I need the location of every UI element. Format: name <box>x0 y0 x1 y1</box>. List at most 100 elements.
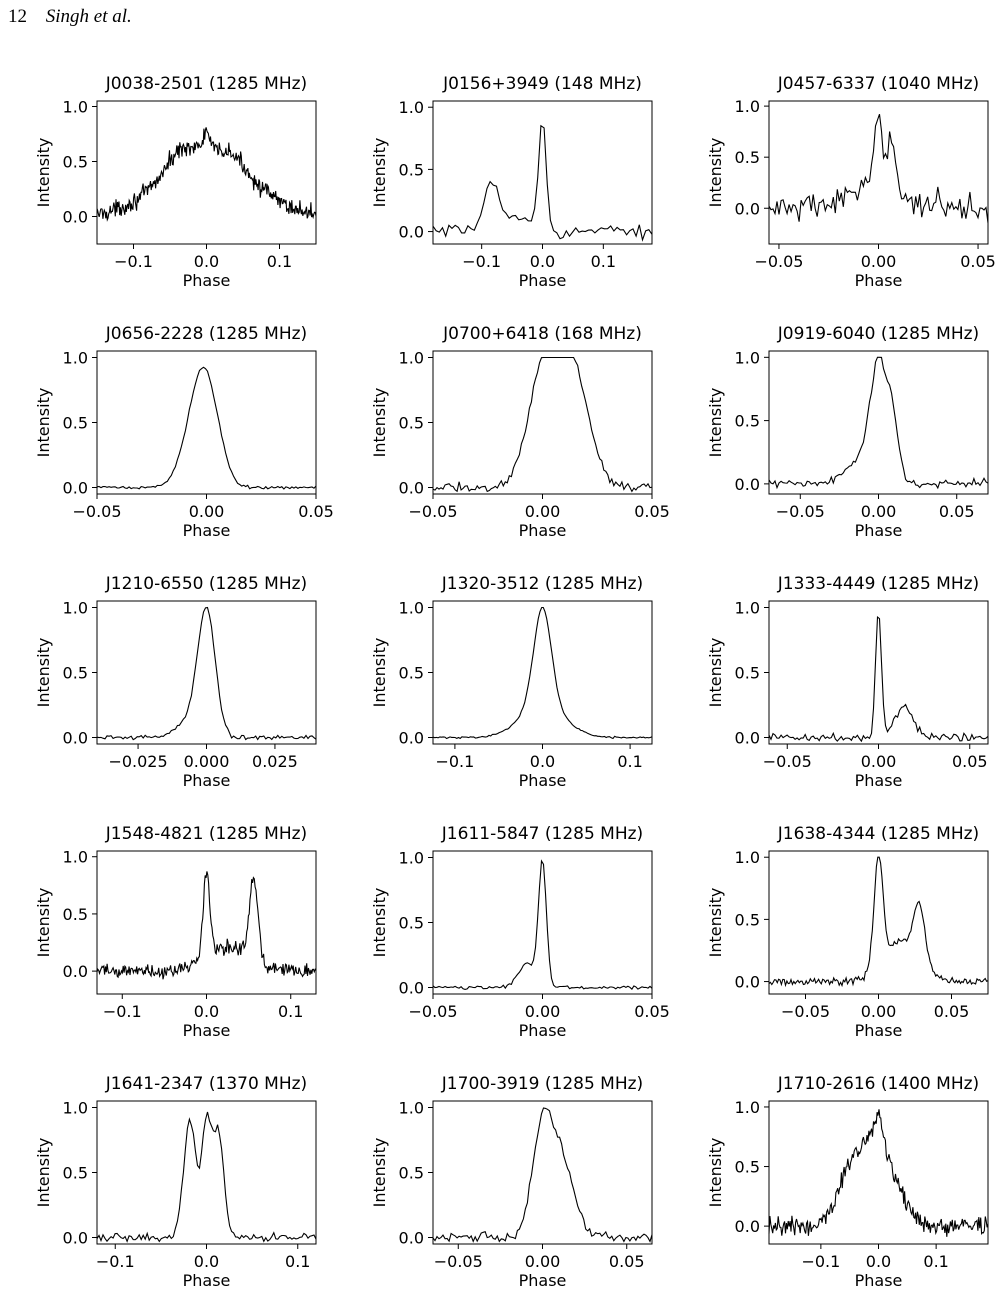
x-tick-label: 0.05 <box>298 502 334 521</box>
subplot-title: J1700-3919 (1285 MHz) <box>441 1074 643 1094</box>
y-axis-label: Intensity <box>370 638 389 708</box>
plot-frame <box>768 100 989 245</box>
profile-line <box>96 871 317 980</box>
subplot-3: J0457-6337 (1040 MHz) −0.05 0.00 0.05 0.0 0.5… <box>706 74 996 290</box>
y-axis-label: Intensity <box>706 888 725 958</box>
plot-frame <box>768 600 989 745</box>
subplot-2: J0156+3949 (148 MHz) −0.1 0.0 0.1 0.0 0.5 1.0 P… <box>370 74 653 290</box>
x-axis-label: Phase <box>519 1021 567 1040</box>
subplot-12: J1638-4344 (1285 MHz) −0.05 0.00 0.05 0.0 0.5… <box>706 824 989 1040</box>
y-tick-label: 0.5 <box>399 1164 424 1183</box>
y-tick-label: 1.0 <box>735 599 760 618</box>
x-axis-label: Phase <box>855 521 903 540</box>
x-axis-label: Phase <box>519 521 567 540</box>
profile-line <box>96 366 317 490</box>
y-axis-label: Intensity <box>370 388 389 458</box>
x-tick-label: 0.025 <box>252 752 298 771</box>
x-tick-label: 0.0 <box>194 1002 219 1021</box>
y-tick-label: 1.0 <box>735 1098 760 1117</box>
y-tick-label: 0.0 <box>735 475 760 494</box>
plot-frame <box>96 350 317 495</box>
x-tick-label: −0.05 <box>763 752 812 771</box>
plot-frame <box>96 600 317 745</box>
x-axis-label: Phase <box>519 771 567 790</box>
y-tick-label: 0.5 <box>63 153 88 172</box>
subplot-7: J1210-6550 (1285 MHz) −0.025 0.000 0.025 0.0… <box>34 574 317 790</box>
x-axis-label: Phase <box>183 521 231 540</box>
y-tick-label: 0.0 <box>399 979 424 998</box>
y-axis-label: Intensity <box>706 388 725 458</box>
y-tick-label: 0.0 <box>63 479 88 498</box>
y-axis-label: Intensity <box>370 1138 389 1208</box>
subplot-10: J1548-4821 (1285 MHz) −0.1 0.0 0.1 0.0 0.5 1.0… <box>34 824 317 1040</box>
y-tick-label: 1.0 <box>399 1099 424 1118</box>
x-tick-label: 0.0 <box>530 752 555 771</box>
profile-line <box>432 356 653 493</box>
subplot-title: J1641-2347 (1370 MHz) <box>105 1074 307 1094</box>
x-tick-label: 0.00 <box>189 502 225 521</box>
x-tick-label: 0.00 <box>861 752 897 771</box>
x-tick-label: −0.025 <box>108 752 167 771</box>
plot-frame <box>432 850 653 995</box>
x-tick-label: 0.05 <box>952 752 988 771</box>
y-tick-label: 1.0 <box>735 348 760 367</box>
profile-line <box>432 606 653 740</box>
y-tick-label: 1.0 <box>63 1099 88 1118</box>
plot-frame <box>432 600 653 745</box>
x-tick-label: −0.1 <box>114 252 153 271</box>
y-tick-label: 0.0 <box>399 1229 424 1248</box>
y-tick-label: 0.0 <box>735 1217 760 1236</box>
profile-line <box>768 616 989 743</box>
x-tick-label: 0.00 <box>861 1002 897 1021</box>
x-axis-label: Phase <box>855 1271 903 1290</box>
x-tick-label: 0.00 <box>861 502 897 521</box>
subplot-title: J1320-3512 (1285 MHz) <box>441 574 643 594</box>
x-tick-label: 0.1 <box>923 1252 948 1271</box>
y-tick-label: 0.5 <box>735 412 760 431</box>
x-tick-label: 0.00 <box>525 502 561 521</box>
y-tick-label: 0.5 <box>399 414 424 433</box>
y-tick-label: 1.0 <box>399 349 424 368</box>
x-tick-label: 0.05 <box>609 1252 645 1271</box>
x-axis-label: Phase <box>183 1271 231 1290</box>
x-axis-label: Phase <box>855 1021 903 1040</box>
x-tick-label: 0.1 <box>591 252 616 271</box>
y-tick-label: 0.5 <box>735 148 760 167</box>
y-tick-label: 0.5 <box>399 160 424 179</box>
subplot-14: J1700-3919 (1285 MHz) −0.05 0.00 0.05 0.0 0.5… <box>370 1074 653 1290</box>
y-axis-label: Intensity <box>34 1138 53 1208</box>
y-tick-label: 1.0 <box>735 97 760 116</box>
x-tick-label: 0.05 <box>939 502 975 521</box>
plot-frame <box>96 100 317 245</box>
x-axis-label: Phase <box>855 771 903 790</box>
y-tick-label: 0.5 <box>735 1158 760 1177</box>
x-tick-label: 0.1 <box>617 752 642 771</box>
subplot-title: J1710-2616 (1400 MHz) <box>777 1074 979 1094</box>
subplot-title: J1638-4344 (1285 MHz) <box>777 824 979 844</box>
x-tick-label: 0.05 <box>634 502 670 521</box>
x-tick-label: −0.05 <box>754 252 803 271</box>
subplot-13: J1641-2347 (1370 MHz) −0.1 0.0 0.1 0.0 0.5 1.0… <box>34 1074 317 1290</box>
profile-line <box>96 606 317 741</box>
x-tick-label: 0.05 <box>960 252 996 271</box>
y-tick-label: 0.0 <box>63 729 88 748</box>
profile-line <box>432 124 653 242</box>
subplot-title: J0700+6418 (168 MHz) <box>442 324 642 344</box>
running-header: Singh et al. <box>45 6 132 27</box>
x-tick-label: 0.0 <box>866 1252 891 1271</box>
y-tick-label: 1.0 <box>63 98 88 117</box>
profile-line <box>768 856 989 988</box>
y-axis-label: Intensity <box>370 888 389 958</box>
x-tick-label: −0.05 <box>408 502 457 521</box>
subplot-6: J0919-6040 (1285 MHz) −0.05 0.00 0.05 0.0 0.5… <box>706 324 989 540</box>
y-tick-label: 0.0 <box>399 223 424 242</box>
y-tick-label: 0.0 <box>63 1229 88 1248</box>
y-tick-label: 1.0 <box>735 848 760 867</box>
profile-line <box>768 114 989 224</box>
subplot-4: J0656-2228 (1285 MHz) −0.05 0.00 0.05 0.0 0.5… <box>34 324 334 540</box>
x-tick-label: −0.1 <box>801 1252 840 1271</box>
x-tick-label: −0.05 <box>72 502 121 521</box>
x-tick-label: 0.000 <box>184 752 230 771</box>
subplot-title: J0156+3949 (148 MHz) <box>442 74 642 94</box>
